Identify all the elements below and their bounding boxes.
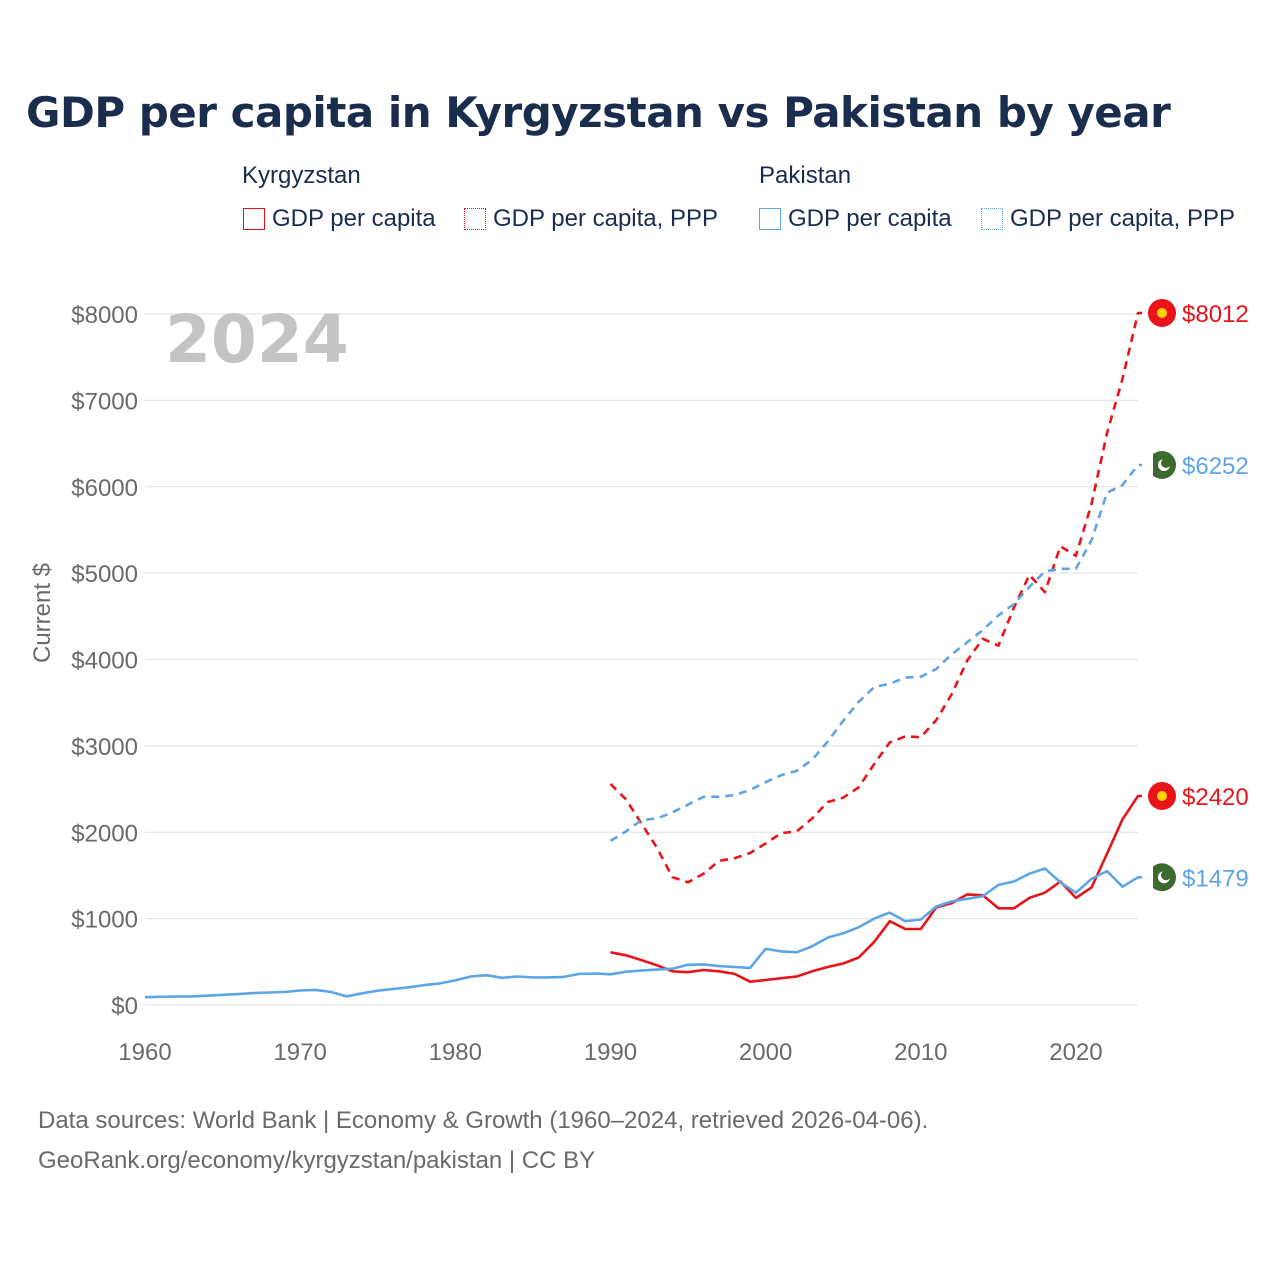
grid-layer: [145, 313, 1138, 1006]
y-axis-title: Current $: [29, 563, 56, 663]
sun-icon: [1157, 307, 1167, 318]
series-line-1[interactable]: [609, 311, 1143, 884]
x-tick-label: 2020: [1049, 1039, 1102, 1066]
legend-item-kyrgyzstan-gdp[interactable]: GDP per capita: [243, 203, 436, 235]
end-value-label: $2420: [1182, 784, 1249, 811]
series-line-0[interactable]: [610, 794, 1143, 983]
end-value-label: $6252: [1182, 453, 1249, 480]
y-tick-label: $6000: [71, 475, 138, 502]
crescent-cut: [1161, 870, 1171, 881]
x-tick-label: 1970: [273, 1039, 326, 1066]
series-line-2[interactable]: [144, 867, 1142, 999]
y-axis-ticks: $0 $1000 $2000 $3000 $4000 $5000 $6000 $7000 $80…: [71, 302, 138, 1020]
x-tick-label: 2010: [894, 1039, 947, 1066]
y-tick-label: $5000: [71, 561, 138, 588]
flag-stripe: [1148, 863, 1153, 892]
end-value-label: $8012: [1182, 301, 1249, 328]
x-tick-label: 2000: [739, 1039, 792, 1066]
legend-group-pakistan: Pakistan: [759, 162, 852, 189]
y-tick-label: $3000: [71, 734, 138, 761]
end-value-label: $1479: [1182, 865, 1249, 892]
crescent-cut: [1161, 457, 1171, 468]
footer-sources: Data sources: World Bank | Economy & Gro…: [38, 1107, 929, 1134]
legend-item-pakistan-gdp[interactable]: GDP per capita: [759, 203, 952, 235]
sun-icon: [1157, 790, 1167, 801]
x-tick-label: 1980: [429, 1039, 482, 1066]
x-axis-ticks: 1960 1970 1980 1990 2000 2010 2020: [118, 1039, 1102, 1066]
legend-swatch-solid-blue: [759, 208, 781, 230]
y-tick-label: $1000: [71, 907, 138, 934]
legend-label: GDP per capita: [272, 205, 436, 232]
legend-label: GDP per capita, PPP: [1010, 205, 1235, 232]
legend-swatch-solid-red: [243, 208, 265, 230]
year-watermark: 2024: [165, 301, 349, 378]
series-line-3[interactable]: [609, 463, 1143, 843]
legend-group-kyrgyzstan: Kyrgyzstan: [242, 162, 361, 189]
end-labels: $2420 $8012 $1479 $6252: [1148, 298, 1249, 892]
footer-attribution[interactable]: GeoRank.org/economy/kyrgyzstan/pakistan …: [38, 1147, 596, 1174]
y-tick-label: $7000: [71, 388, 138, 415]
legend-swatch-dotted-blue: [981, 208, 1003, 230]
legend-label: GDP per capita: [788, 205, 952, 232]
flag-stripe: [1148, 450, 1153, 479]
y-tick-label: $8000: [71, 302, 138, 329]
legend-label: GDP per capita, PPP: [493, 205, 718, 232]
x-tick-label: 1960: [118, 1039, 171, 1066]
legend-item-pakistan-gdp-ppp[interactable]: GDP per capita, PPP: [981, 203, 1235, 235]
legend-item-kyrgyzstan-gdp-ppp[interactable]: GDP per capita, PPP: [464, 203, 718, 235]
x-tick-label: 1990: [584, 1039, 637, 1066]
y-tick-label: $0: [111, 993, 138, 1020]
series-layer: [144, 311, 1143, 999]
y-tick-label: $4000: [71, 648, 138, 675]
y-tick-label: $2000: [71, 820, 138, 847]
legend-swatch-dotted-red: [464, 208, 486, 230]
chart-title: GDP per capita in Kyrgyzstan vs Pakistan…: [26, 88, 1171, 137]
